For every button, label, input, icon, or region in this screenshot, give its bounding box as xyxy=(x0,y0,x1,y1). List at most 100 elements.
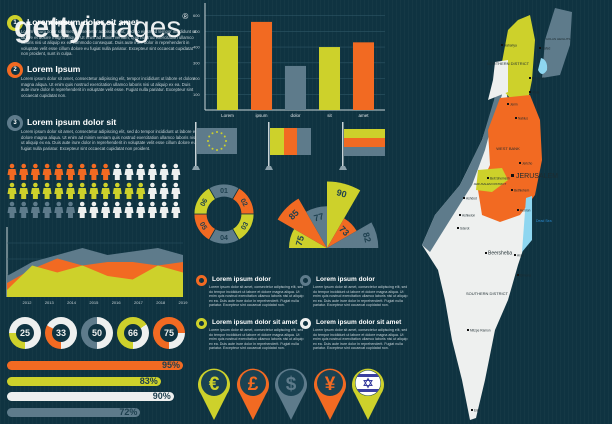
person-icon xyxy=(112,182,122,199)
city-marker xyxy=(515,117,517,119)
map-jerusalem-district xyxy=(476,168,508,192)
ring-bullet-icon xyxy=(196,275,207,286)
person-icon xyxy=(136,201,146,218)
polar-segment xyxy=(327,181,361,248)
person-icon xyxy=(7,163,17,180)
area-x-tick: 2014 xyxy=(67,300,77,305)
city-label: Hebron xyxy=(520,209,531,213)
euro-pin: € xyxy=(198,368,230,420)
bar-chart: 100 200 300 400 500 600 Lorem ipsum dolor sit amet xyxy=(193,3,385,118)
section-body: Lorem ipsum dolor sit amet, consectetur … xyxy=(21,129,197,151)
city-label: Jericho xyxy=(522,162,533,166)
person-icon xyxy=(30,201,40,218)
label-capital: JERUSALEM xyxy=(516,173,558,180)
person-icon xyxy=(54,182,64,199)
bar-sit xyxy=(319,47,340,110)
person-icon xyxy=(77,182,87,199)
star-icon xyxy=(211,132,214,135)
area-x-tick: 2013 xyxy=(45,300,55,305)
donut-chart: 50 xyxy=(81,317,113,349)
city-label: Sderot xyxy=(460,227,470,231)
person-icon xyxy=(101,182,111,199)
person-icon xyxy=(171,182,181,199)
donut-chart: 33 xyxy=(45,317,77,349)
israel-flag-pin xyxy=(352,368,384,420)
polar-segment-label: 85 xyxy=(287,208,301,222)
city-marker xyxy=(459,214,461,216)
people-pictogram-chart xyxy=(7,163,181,218)
text-block-title: Lorem ipsum dolor xyxy=(316,276,375,283)
section-body: Lorem ipsum dolor sit amet, consectetur … xyxy=(21,76,196,98)
star-icon xyxy=(211,147,214,150)
person-icon xyxy=(66,182,75,199)
label-jerusalem-district: JERUSALEM DISTRICT xyxy=(474,182,507,186)
euro-icon: € xyxy=(209,374,220,395)
donut-chart: 25 xyxy=(9,317,41,349)
israel-map: NORTHERN DISTRICT WEST BANK JERUSALEM DI… xyxy=(422,8,572,420)
city-marker xyxy=(519,162,521,164)
person-icon xyxy=(30,182,40,199)
star-icon xyxy=(216,149,218,151)
person-icon xyxy=(89,163,99,180)
label-west-bank: WEST BANK xyxy=(496,146,520,151)
ring-segment-label: 06 xyxy=(200,198,210,208)
person-icon xyxy=(171,163,181,180)
flags-row xyxy=(192,122,385,170)
section-title: Lorem ipsum dolor sit amet xyxy=(27,17,139,27)
area-chart: 2012 2013 2014 2015 2016 2017 2018 2019 xyxy=(6,227,188,305)
person-icon xyxy=(30,163,40,180)
city-label: Nazareth xyxy=(532,77,545,81)
map-cities: Safed Nahariya Nazareth Afula Jenin Nablus Jer… xyxy=(457,44,551,413)
polar-segment-label: 90 xyxy=(335,187,347,199)
person-icon xyxy=(42,201,52,218)
city-label: Bethlehem xyxy=(514,189,530,193)
bar-ipsum xyxy=(251,21,272,110)
dollar-pin: $ xyxy=(275,368,307,420)
city-marker xyxy=(511,189,513,191)
star-icon xyxy=(223,135,226,138)
progress-bar: 83% xyxy=(7,376,161,386)
text-block-title: Lorem ipsum dolor sit amet xyxy=(212,319,298,326)
city-label: Eilat xyxy=(474,409,480,413)
polar-segment-label: 82 xyxy=(361,231,373,243)
ring-segment-label: 03 xyxy=(240,221,250,231)
city-marker xyxy=(467,329,469,331)
city-marker xyxy=(539,47,541,49)
city-marker xyxy=(457,227,459,229)
person-icon xyxy=(42,182,52,199)
bar-y-tick: 500 xyxy=(193,29,200,34)
ring-segment-label: 05 xyxy=(198,221,208,231)
section-body: Lorem ipsum dolor sit amet, consectetur … xyxy=(21,29,196,57)
person-icon xyxy=(66,201,75,218)
section-title: Lorem ipsum dolor sit xyxy=(27,117,117,127)
city-label: Safed xyxy=(542,47,551,51)
person-icon xyxy=(54,201,64,218)
city-label: Beit Shemesh xyxy=(490,177,510,181)
person-icon xyxy=(159,163,169,180)
person-icon xyxy=(171,201,181,218)
bar-x-tick: amet xyxy=(358,113,369,118)
star-icon xyxy=(220,132,223,135)
ring-segment-label: 02 xyxy=(239,198,249,208)
city-label: Dimona xyxy=(520,274,531,278)
label-golan: GOLAN HEIGHTS xyxy=(546,37,571,41)
city-label: Mitzpe Ramon xyxy=(470,329,491,333)
person-icon xyxy=(147,201,157,218)
person-icon xyxy=(101,201,111,218)
israel-flag-icon xyxy=(355,370,381,396)
bar-x-tick: Lorem xyxy=(221,113,234,118)
bar-y-tick: 600 xyxy=(193,13,200,18)
bar-dolor xyxy=(285,65,306,110)
yen-pin: ¥ xyxy=(313,368,346,420)
polar-segment-label: 77 xyxy=(313,211,325,223)
map-sea-of-galilee xyxy=(538,58,548,74)
svg-text:€: € xyxy=(209,374,220,395)
svg-text:£: £ xyxy=(247,374,258,395)
text-block-body: Lorem ipsum dolor sit amet, consectetur … xyxy=(209,285,304,308)
city-label: Ashdod xyxy=(466,197,477,201)
label-southern-district: SOUTHERN DISTRICT xyxy=(466,291,509,296)
person-icon xyxy=(124,182,134,199)
city-marker xyxy=(471,409,473,411)
ring-segment xyxy=(193,187,217,215)
